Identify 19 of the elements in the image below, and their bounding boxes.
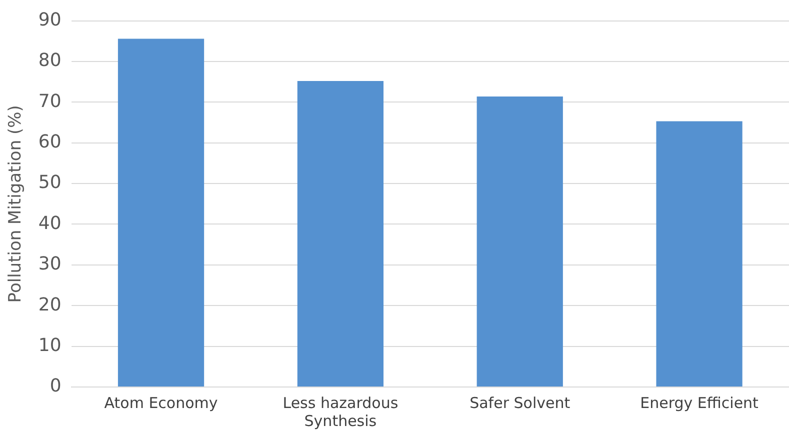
y-tick-label: 10 bbox=[38, 334, 62, 356]
bar bbox=[656, 121, 742, 386]
x-tick-label: Atom Economy bbox=[104, 394, 218, 412]
x-tick-label: Safer Solvent bbox=[470, 394, 570, 412]
x-tick-label: Energy Efficient bbox=[640, 394, 759, 412]
y-tick-label: 80 bbox=[38, 50, 62, 72]
y-tick-label: 90 bbox=[38, 9, 62, 30]
y-tick-label: 20 bbox=[38, 294, 62, 316]
y-tick-label: 60 bbox=[38, 132, 62, 153]
y-tick-label: 30 bbox=[38, 254, 62, 275]
bar bbox=[297, 81, 384, 386]
bar bbox=[476, 96, 563, 386]
y-tick-label: 0 bbox=[50, 376, 62, 397]
y-tick-label: 40 bbox=[38, 212, 62, 234]
y-tick-label: 50 bbox=[38, 172, 62, 194]
bar bbox=[118, 38, 204, 386]
x-tick-label: Less hazardous Synthesis bbox=[282, 394, 398, 430]
y-axis-title: Pollution Mitigation (%) bbox=[6, 105, 26, 303]
y-tick-label: 70 bbox=[38, 90, 62, 112]
